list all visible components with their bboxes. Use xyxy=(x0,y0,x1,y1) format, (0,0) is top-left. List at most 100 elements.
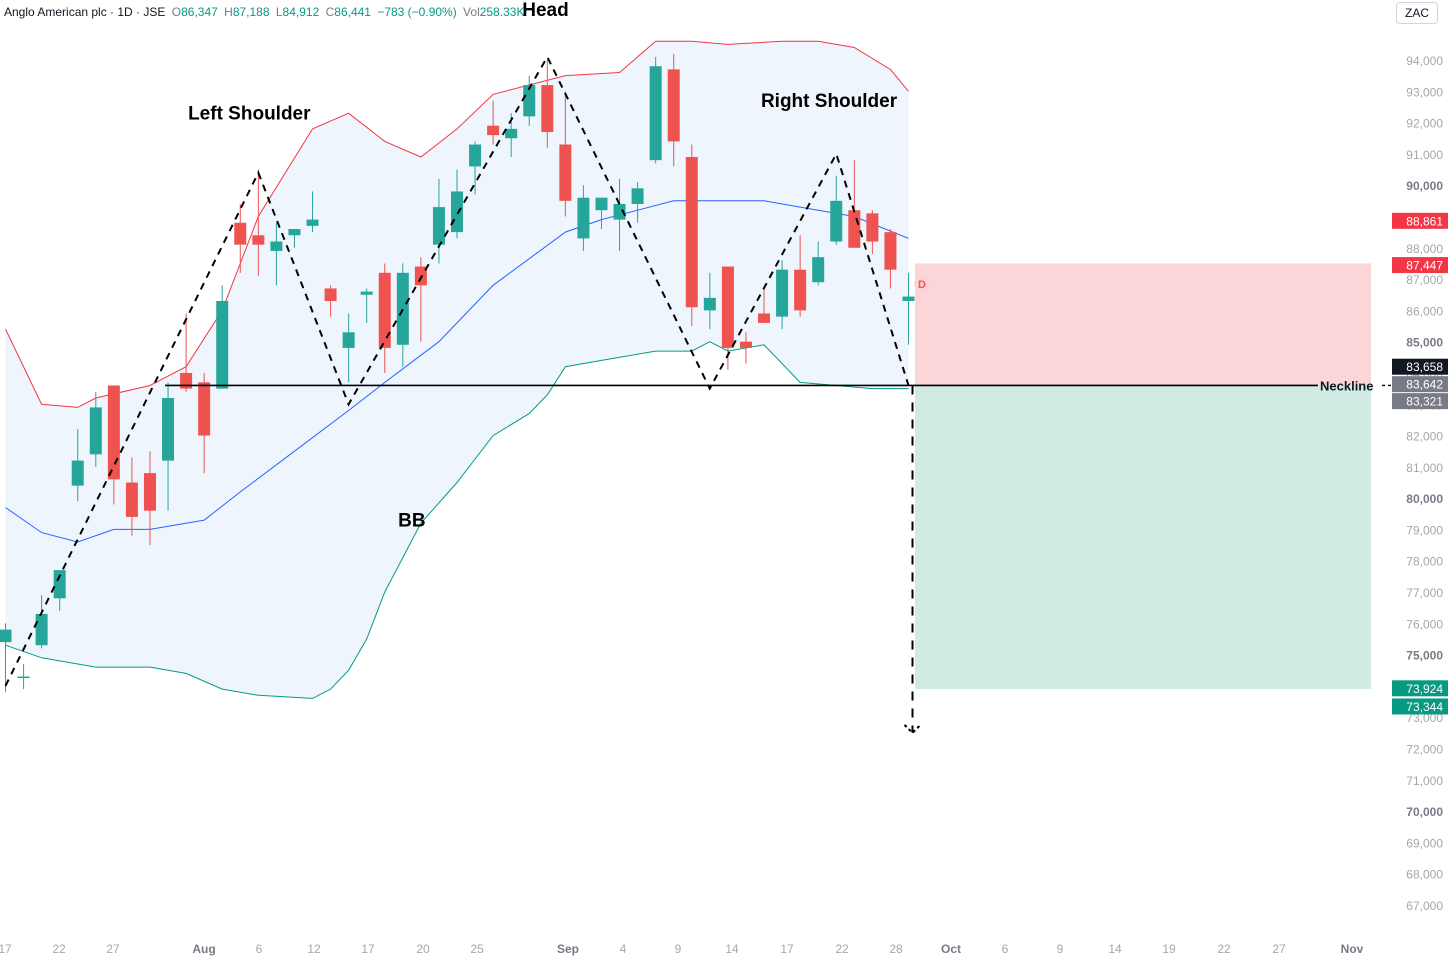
candle xyxy=(180,313,193,392)
candle-body xyxy=(631,188,644,204)
candle xyxy=(378,263,391,373)
candle xyxy=(649,56,662,164)
candle xyxy=(902,272,915,345)
x-tick-label: 9 xyxy=(675,942,682,956)
y-tick-label: 87,000 xyxy=(1406,273,1443,287)
candle xyxy=(721,266,734,370)
candle xyxy=(306,191,319,233)
candle-body xyxy=(559,144,572,201)
candle-body xyxy=(902,296,915,301)
candle xyxy=(866,210,879,255)
price-tag-label: 83,642 xyxy=(1406,378,1443,392)
candle-body xyxy=(884,232,897,270)
price-tag: 73,344 xyxy=(1392,698,1448,715)
candle-body xyxy=(469,144,482,167)
open-label: O xyxy=(171,5,182,19)
candle xyxy=(162,382,175,511)
candle xyxy=(595,197,608,229)
candle-body xyxy=(360,291,373,295)
close-label: C xyxy=(325,5,335,19)
candle xyxy=(270,222,283,286)
x-tick-label: 19 xyxy=(1162,942,1176,956)
y-tick-label: 85,000 xyxy=(1406,336,1443,350)
candle xyxy=(667,53,680,167)
y-tick-label: 72,000 xyxy=(1406,743,1443,757)
candle-body xyxy=(53,570,66,599)
y-tick-label: 93,000 xyxy=(1406,85,1443,99)
candle-body xyxy=(685,157,698,308)
candle xyxy=(234,203,247,273)
candle xyxy=(252,169,265,276)
price-tag-bg xyxy=(1392,212,1448,229)
candle-body xyxy=(143,473,156,511)
candle-body xyxy=(451,191,463,233)
candle-body xyxy=(234,222,247,245)
candle-body xyxy=(288,229,301,236)
x-tick-label: Nov xyxy=(1341,942,1364,956)
currency-button[interactable]: ZAC xyxy=(1396,2,1438,24)
x-tick-label: 28 xyxy=(889,942,903,956)
candle-body xyxy=(270,241,283,251)
event-marker-circle xyxy=(914,276,930,292)
price-tag-label: 83,321 xyxy=(1406,395,1443,409)
low-value: 84,912 xyxy=(282,5,320,19)
price-tag-bg xyxy=(1392,257,1448,274)
candle xyxy=(17,664,30,690)
candle-body xyxy=(198,382,211,436)
x-tick-label: 6 xyxy=(1002,942,1009,956)
candle xyxy=(487,100,500,145)
candle xyxy=(559,91,572,217)
y-tick-label: 82,000 xyxy=(1406,430,1443,444)
x-tick-label: Sep xyxy=(557,942,579,956)
candle xyxy=(0,623,12,693)
high-label: H xyxy=(224,5,233,19)
candle-body xyxy=(252,235,265,245)
bollinger-band-fill xyxy=(5,41,909,699)
y-tick-label: 94,000 xyxy=(1406,54,1443,68)
candle-body xyxy=(758,313,771,323)
candle xyxy=(107,385,120,505)
x-tick-label: 17 xyxy=(0,942,12,956)
candle-body xyxy=(216,300,229,389)
price-tag: 83,642 xyxy=(1392,376,1448,393)
x-tick-label: 22 xyxy=(1217,942,1231,956)
left-shoulder-label: Left Shoulder xyxy=(188,103,311,124)
candle-body xyxy=(649,66,662,161)
x-tick-label: 17 xyxy=(361,942,375,956)
candle-body xyxy=(162,398,175,461)
candle-body xyxy=(595,197,608,211)
candle-body xyxy=(487,125,500,136)
candle-body xyxy=(523,85,536,117)
y-tick-label: 71,000 xyxy=(1406,774,1443,788)
candle-body xyxy=(306,219,319,226)
price-tag-bg xyxy=(1392,358,1448,375)
candle-body xyxy=(17,676,30,679)
price-tag: 88,861 xyxy=(1392,212,1448,229)
candle xyxy=(125,457,138,536)
y-tick-label: 92,000 xyxy=(1406,117,1443,131)
neckline-label: Neckline xyxy=(1320,378,1373,393)
candle xyxy=(631,182,644,223)
candle xyxy=(613,178,626,251)
price-tag: 73,924 xyxy=(1392,680,1448,697)
bollinger-basis-line xyxy=(5,200,909,543)
candle xyxy=(360,288,373,323)
profit-target-zone xyxy=(915,385,1371,690)
candle xyxy=(523,75,536,126)
candle xyxy=(830,175,843,245)
y-tick-label: 68,000 xyxy=(1406,868,1443,882)
volume-label: Vol xyxy=(463,5,480,19)
candle-body xyxy=(125,482,138,517)
x-tick-label: 27 xyxy=(1272,942,1286,956)
candle xyxy=(198,372,211,474)
candle-body xyxy=(71,460,84,486)
candle-body xyxy=(324,288,337,301)
candle-body xyxy=(541,85,554,132)
y-tick-label: 80,000 xyxy=(1406,492,1443,506)
candle-body xyxy=(89,407,102,455)
symbol-title: Anglo American plc · 1D · JSE xyxy=(4,5,166,19)
x-tick-label: 22 xyxy=(52,942,66,956)
candle-body xyxy=(848,210,861,248)
y-tick-label: 70,000 xyxy=(1406,805,1443,819)
